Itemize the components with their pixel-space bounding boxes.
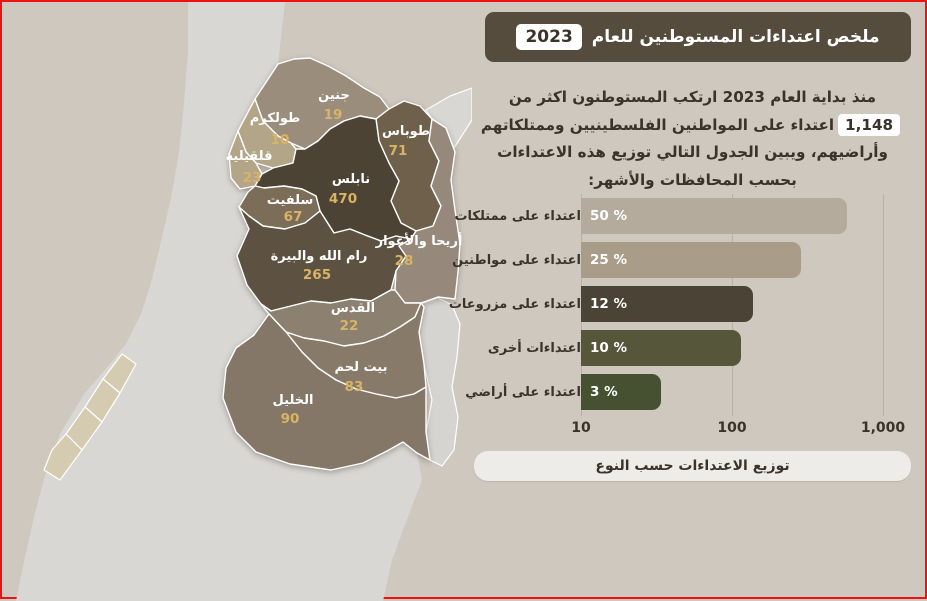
map-region-value: 90: [281, 411, 300, 427]
chart-bar: 10 %: [581, 330, 742, 366]
chart-row: اعتداء على ممتلكات 50 %: [454, 194, 911, 238]
total-attacks-badge: 1,148: [838, 113, 901, 136]
gaza-segment: [43, 433, 83, 481]
map-region-value: 19: [324, 107, 343, 123]
intro-text-end: اعتداء على المواطنين الفلسطينيين وممتلكا…: [480, 115, 888, 189]
chart-row: اعتداء على أراضي 3 %: [465, 370, 911, 414]
year-badge: 2023: [516, 24, 582, 50]
chart-bar-percent-label: 25 %: [590, 252, 628, 268]
chart-x-tick-label: 1,000: [860, 420, 906, 436]
header-bar: ملخص اعتداءات المستوطنين للعام 2023: [485, 12, 911, 62]
chart-bar: 25 %: [581, 242, 802, 278]
intro-paragraph: منذ بداية العام 2023 ارتكب المستوطنون اك…: [474, 84, 911, 194]
map-region-name: سلفيت: [267, 193, 314, 208]
chart-rows: اعتداء على ممتلكات 50 % اعتداء على مواطنين…: [448, 194, 911, 414]
map-region-name: الخليل: [273, 393, 314, 408]
attacks-by-type-chart: اعتداء على ممتلكات 50 % اعتداء على مواطنين…: [448, 194, 911, 446]
map-region-value: 470: [329, 191, 357, 207]
chart-category-label: اعتداء على مزروعات: [448, 296, 581, 312]
chart-category-label: اعتداءات أخرى: [487, 340, 581, 356]
chart-bar-area: 25 %: [581, 242, 911, 278]
chart-bar: 3 %: [581, 374, 662, 410]
map-region-value: 10: [271, 132, 290, 148]
map-region-name: القدس: [331, 301, 375, 316]
chart-row: اعتداء على مزروعات 12 %: [448, 282, 911, 326]
chart-category-label: اعتداء على أراضي: [465, 384, 581, 400]
chart-bar-percent-label: 10 %: [590, 340, 628, 356]
chart-category-label: اعتداء على مواطنين: [452, 252, 581, 268]
chart-bar-percent-label: 50 %: [590, 208, 628, 224]
map-region-value: 67: [284, 209, 303, 225]
chart-category-label: اعتداء على ممتلكات: [454, 208, 581, 224]
dead-sea: [418, 297, 461, 467]
chart-bar-area: 3 %: [581, 374, 911, 410]
map-region-name: طولكرم: [250, 111, 300, 126]
map-region-value: 23: [243, 170, 262, 186]
map-region-name: رام الله والبيرة: [271, 249, 368, 264]
map-region-value: 71: [389, 143, 408, 159]
map-region-name: قلقيلية: [226, 149, 273, 164]
chart-bar-area: 50 %: [581, 198, 911, 234]
chart-bar: 50 %: [581, 198, 847, 234]
chart-bar-area: 12 %: [581, 286, 911, 322]
intro-text-start: منذ بداية العام 2023 ارتكب المستوطنون اك…: [508, 88, 877, 106]
map-region-value: 22: [340, 318, 359, 334]
chart-x-axis: 10 100 1,000: [571, 420, 911, 440]
map-region-value: 28: [395, 253, 414, 269]
chart-bar: 12 %: [581, 286, 754, 322]
map-region-name: جنين: [318, 88, 350, 103]
map-region-value: 83: [345, 379, 364, 395]
map-region-name: بيت لحم: [335, 360, 388, 375]
page-title: ملخص اعتداءات المستوطنين للعام: [591, 27, 880, 47]
map-region-value: 265: [303, 267, 331, 283]
chart-row: اعتداء على مواطنين 25 %: [452, 238, 911, 282]
gaza-strip: [43, 353, 137, 481]
region-hebron: [222, 313, 431, 471]
chart-x-tick-label: 100: [717, 420, 747, 436]
chart-x-tick-label: 10: [571, 420, 591, 436]
chart-gridline: [883, 194, 884, 416]
map-region-name: طوباس: [382, 124, 430, 139]
chart-bar-area: 10 %: [581, 330, 911, 366]
chart-bar-percent-label: 3 %: [590, 384, 618, 400]
map-region-name: نابلس: [332, 172, 370, 187]
chart-caption: توزيع الاعتداءات حسب النوع: [474, 451, 911, 481]
map-region-name: أريحا والأغوار: [375, 232, 463, 249]
chart-bar-percent-label: 12 %: [590, 296, 628, 312]
landmass-israel: [16, 2, 422, 601]
chart-row: اعتداءات أخرى 10 %: [474, 326, 911, 370]
